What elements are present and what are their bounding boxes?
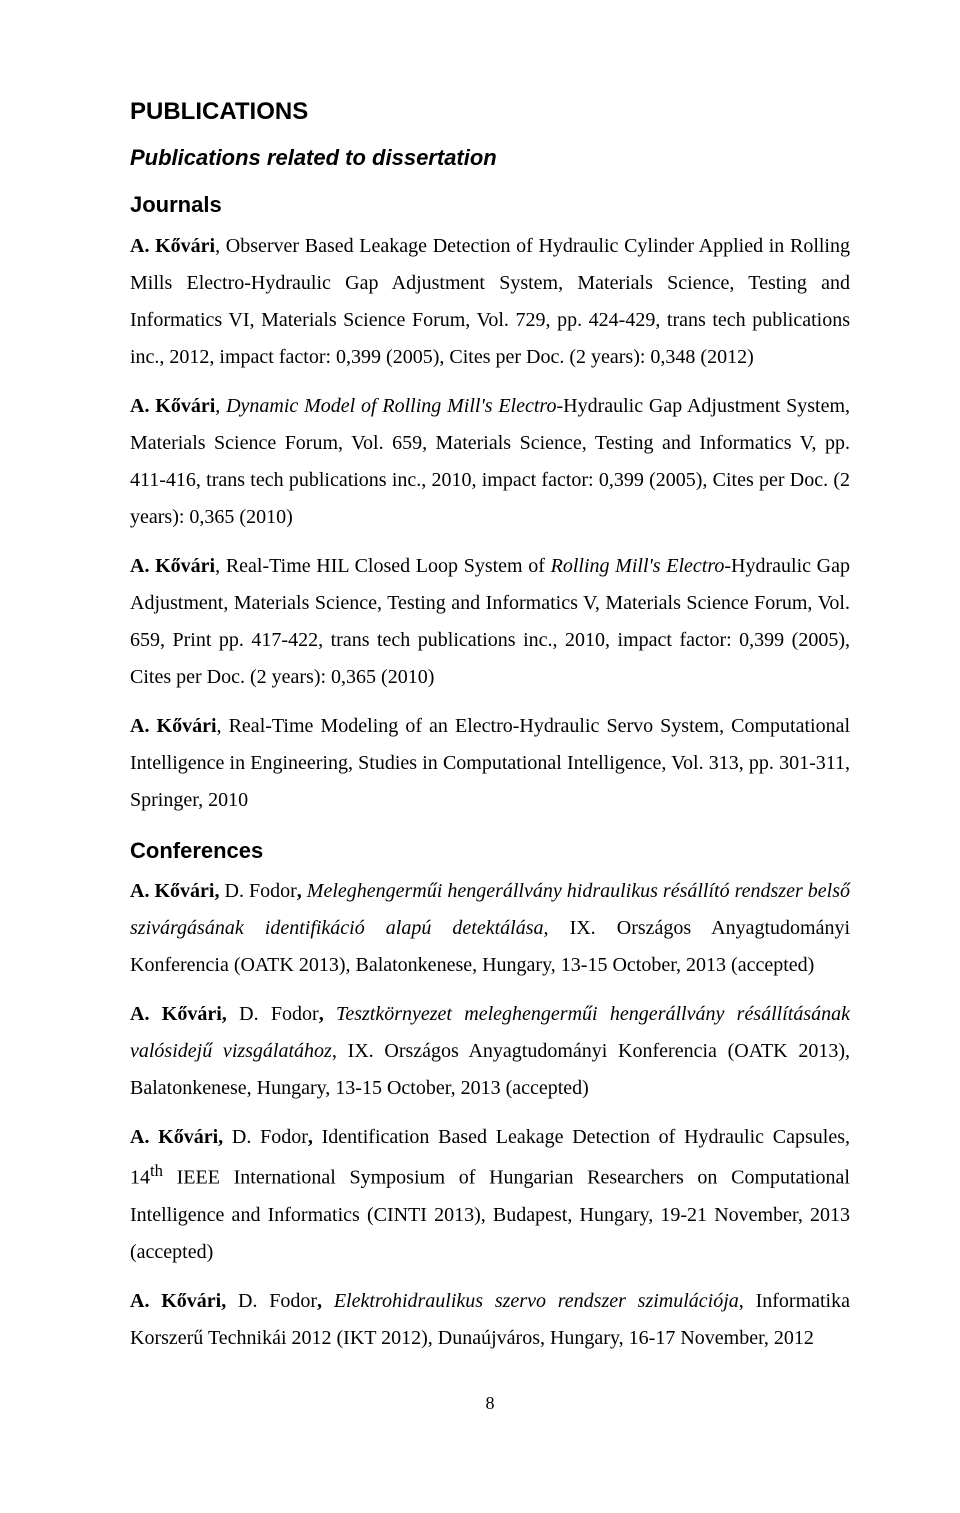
author: A. Kővári, [130, 1290, 238, 1312]
journals-heading: Journals [130, 185, 850, 226]
conference-entry: A. Kővári, D. Fodor, Identification Base… [130, 1119, 850, 1271]
page-heading: PUBLICATIONS [130, 90, 850, 134]
title-italic: Elektrohidraulikus szervo rendszer szimu… [334, 1290, 739, 1312]
bold-comma: , [297, 880, 307, 902]
bold-comma: , [319, 1003, 336, 1025]
title-italic: Dynamic Model of Rolling Mill's Electro- [226, 395, 563, 417]
coauthor: D. Fodor [239, 1003, 319, 1025]
text: Real-Time HIL Closed Loop System of [226, 555, 551, 577]
author: A. Kővári [130, 715, 217, 737]
text: Observer Based Leakage Detection of Hydr… [130, 235, 850, 368]
journal-entry: A. Kővári, Real-Time HIL Closed Loop Sys… [130, 548, 850, 696]
conference-entry: A. Kővári, D. Fodor, Tesztkörnyezet mele… [130, 996, 850, 1107]
author: A. Kővári, [130, 880, 225, 902]
author: A. Kővári [130, 395, 215, 417]
title-italic: Rolling Mill's Electro- [551, 555, 731, 577]
journal-entry: A. Kővári, Real-Time Modeling of an Elec… [130, 708, 850, 819]
subsection-heading: Publications related to dissertation [130, 138, 850, 179]
journal-entry: A. Kővári, Observer Based Leakage Detect… [130, 228, 850, 376]
author: A. Kővári [130, 235, 215, 257]
ordinal-sup: th [150, 1161, 163, 1180]
conference-entry: A. Kővári, D. Fodor, Elektrohidraulikus … [130, 1283, 850, 1357]
page-number: 8 [130, 1387, 850, 1420]
text: Real-Time Modeling of an Electro-Hydraul… [130, 715, 850, 811]
coauthor: D. Fodor [232, 1126, 308, 1148]
text: , [215, 555, 226, 577]
text: IEEE International Symposium of Hungaria… [130, 1167, 850, 1263]
author: A. Kővári, [130, 1003, 239, 1025]
bold-comma: , [308, 1126, 322, 1148]
author: A. Kővári [130, 555, 215, 577]
coauthor: D. Fodor [238, 1290, 317, 1312]
text: , [215, 235, 226, 257]
text: , [215, 395, 226, 417]
coauthor: D. Fodor [225, 880, 297, 902]
author: A. Kővári, [130, 1126, 232, 1148]
conference-entry: A. Kővári, D. Fodor, Meleghengerműi heng… [130, 873, 850, 984]
conferences-heading: Conferences [130, 831, 850, 872]
text: , [217, 715, 229, 737]
journal-entry: A. Kővári, Dynamic Model of Rolling Mill… [130, 388, 850, 536]
bold-comma: , [317, 1290, 334, 1312]
